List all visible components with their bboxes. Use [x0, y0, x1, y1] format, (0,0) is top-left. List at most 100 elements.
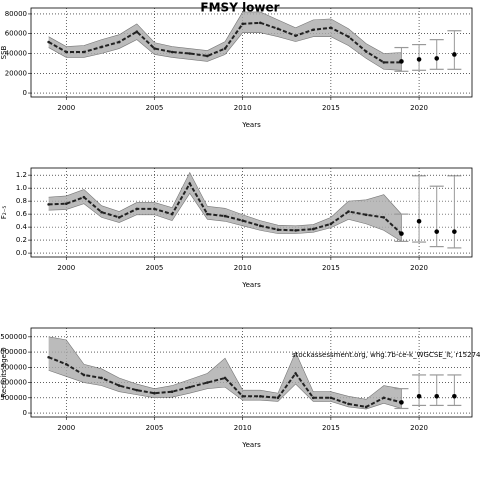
median-line [48, 356, 402, 408]
median-point [382, 216, 386, 219]
y-tick-label: 40000 [5, 49, 27, 57]
median-point [135, 30, 139, 34]
projection-point [416, 218, 422, 224]
x-axis-label: Years [241, 121, 261, 129]
median-point [223, 214, 227, 218]
median-point [329, 26, 333, 30]
x-tick-label: 2015 [322, 264, 340, 272]
x-tick-label: 2010 [234, 424, 252, 432]
median-point [329, 396, 333, 400]
confidence-band [48, 11, 402, 71]
median-point [188, 52, 192, 55]
projection-point [399, 231, 404, 236]
upper-bound [48, 171, 402, 227]
median-point [364, 50, 368, 53]
median-point [311, 227, 315, 231]
median-point [64, 202, 68, 206]
median-point [347, 210, 350, 213]
median-point [241, 22, 244, 26]
y-tick-label: 80000 [5, 10, 27, 18]
median-point [82, 373, 86, 377]
median-point [64, 362, 68, 366]
median-point [259, 224, 262, 228]
projection-point [452, 393, 457, 399]
median-point [188, 182, 192, 185]
median-point [276, 396, 280, 400]
median-point [64, 50, 68, 54]
median-point [223, 376, 227, 380]
projection-point [399, 59, 404, 64]
plot-frame [30, 167, 473, 258]
median-point [329, 222, 333, 226]
median-point [276, 27, 280, 31]
median-point [276, 228, 280, 232]
plot-frame [30, 7, 473, 98]
median-point [347, 402, 350, 406]
x-tick-label: 2005 [146, 424, 164, 432]
y-tick-label: 0.2 [16, 236, 27, 244]
median-point [117, 40, 121, 44]
median-point [100, 210, 103, 214]
x-tick-label: 2010 [234, 104, 252, 112]
y-tick-label: 500000 [0, 394, 27, 402]
median-point [117, 216, 121, 219]
y-tick-label: 0.6 [16, 210, 28, 218]
y-axis-label: Recruits age 0 [0, 347, 8, 397]
y-tick-label: 1500000 [0, 363, 27, 371]
y-tick-label: 2000000 [0, 348, 27, 356]
x-tick-label: 2000 [57, 104, 75, 112]
lower-bound [48, 192, 402, 242]
x-tick-label: 2020 [410, 424, 428, 432]
x-tick-label: 2015 [322, 424, 340, 432]
y-tick-label: 0 [23, 409, 27, 417]
median-point [206, 381, 209, 384]
y-tick-label: 1.2 [16, 171, 27, 179]
y-tick-label: 20000 [5, 69, 27, 77]
median-point [382, 396, 386, 400]
projection-point [452, 52, 457, 57]
x-tick-label: 2020 [410, 264, 428, 272]
upper-bound [48, 336, 402, 400]
x-tick-label: 2010 [234, 264, 252, 272]
median-point [241, 219, 244, 222]
y-tick-label: 60000 [5, 30, 27, 38]
median-point [100, 376, 103, 380]
median-point [347, 35, 350, 38]
plot-frame [30, 327, 473, 418]
x-axis-label: Years [241, 281, 261, 289]
y-tick-label: 0 [23, 89, 27, 97]
projection-point [399, 400, 404, 405]
median-point [153, 207, 156, 211]
confidence-band [48, 336, 402, 410]
median-point [170, 390, 174, 394]
median-line [48, 181, 403, 235]
median-point [382, 61, 386, 64]
projection-point [452, 229, 457, 234]
projection-point [434, 229, 440, 234]
confidence-band [48, 172, 402, 242]
x-tick-label: 2000 [57, 424, 75, 432]
median-point [259, 394, 262, 398]
median-point [206, 54, 209, 58]
y-axis-label: SSB [0, 45, 8, 59]
projection-point [416, 393, 422, 399]
median-point [259, 21, 262, 25]
y-tick-label: 1.0 [16, 184, 27, 192]
median-point [311, 28, 315, 32]
y-tick-label: 0.0 [16, 249, 27, 257]
median-point [188, 385, 192, 389]
y-tick-label: 1000000 [0, 379, 27, 387]
median-point [47, 355, 50, 359]
x-tick-label: 2020 [410, 104, 428, 112]
median-point [294, 229, 297, 232]
median-point [206, 212, 209, 216]
median-point [47, 203, 50, 206]
median-point [294, 372, 297, 375]
chart-title: FMSY lower [200, 1, 279, 15]
median-point [241, 394, 244, 398]
annotation: stockassessment.org, whg.7b-ce-k_WGCSE_l… [292, 351, 480, 359]
median-point [82, 195, 86, 199]
x-tick-label: 2000 [57, 264, 75, 272]
y-tick-label: 0.4 [16, 223, 28, 231]
